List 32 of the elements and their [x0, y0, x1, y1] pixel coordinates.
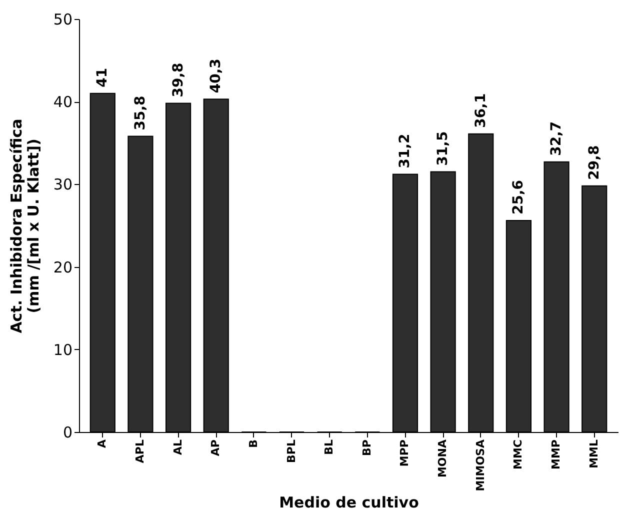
data-label: 32,7: [548, 121, 565, 156]
data-label: 41: [94, 68, 111, 88]
y-tick-label: 0: [62, 424, 72, 442]
data-label: 36,1: [472, 93, 489, 128]
data-label: 29,8: [586, 145, 602, 180]
x-tick-label: AP: [209, 440, 222, 456]
x-tick-label: BPL: [284, 440, 298, 463]
x-tick-label: AL: [171, 440, 184, 456]
data-label: 39,8: [170, 62, 186, 98]
x-tick-label: B: [246, 440, 260, 448]
y-tick-label: 20: [53, 258, 72, 276]
x-tick-label: MML: [587, 440, 600, 468]
x-tick-label: MONA: [436, 439, 450, 478]
y-axis-title: Act. Inhibidora Específica (mm /[ml x U. Klatt]): [7, 118, 42, 334]
x-tick-label: BP: [360, 440, 374, 456]
x-tick-label: MMP: [550, 440, 563, 470]
data-label: 31,2: [397, 134, 414, 168]
x-tick-label: MIMOSA: [474, 439, 487, 492]
y-tick-label: 30: [53, 176, 72, 194]
x-tick-label: BL: [322, 440, 336, 455]
x-tick-label: MPP: [398, 440, 412, 467]
data-label: 40,3: [208, 58, 224, 94]
y-tick-label: 50: [53, 10, 72, 28]
data-label: 35,8: [132, 96, 148, 130]
x-tick-label: MMC: [512, 440, 525, 470]
x-tick-label: A: [96, 439, 109, 448]
x-tick-label: APL: [133, 440, 146, 464]
data-label: 25,6: [510, 180, 527, 215]
data-label: 31,5: [435, 131, 452, 166]
y-tick-label: 10: [53, 340, 72, 359]
x-axis-title: Medio de cultivo: [279, 493, 419, 512]
y-tick-label: 40: [53, 93, 72, 112]
